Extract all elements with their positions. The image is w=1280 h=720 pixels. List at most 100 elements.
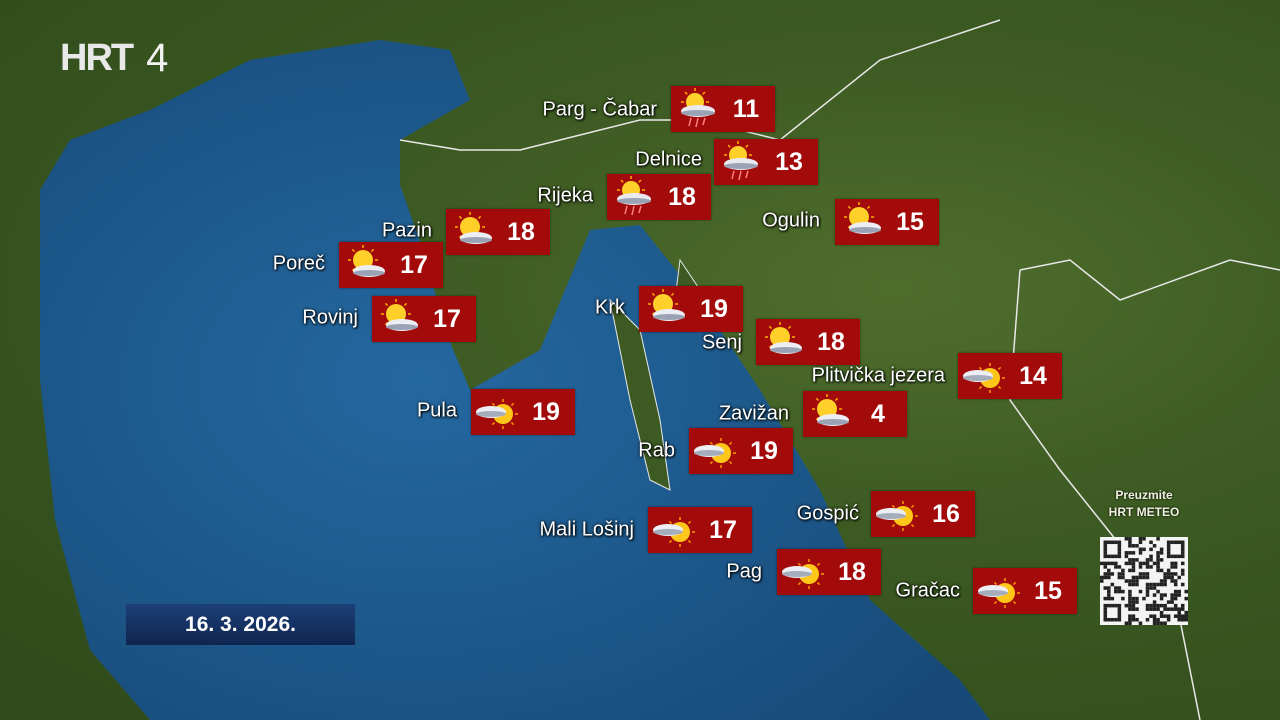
qr-module (1110, 617, 1115, 622)
qr-module (1131, 596, 1136, 601)
qr-module (1163, 575, 1167, 580)
qr-module (1114, 617, 1118, 622)
temperature: 4 (871, 399, 885, 428)
cloud-sun-icon (653, 517, 695, 547)
qr-module (1135, 575, 1139, 580)
forecast-box: 18 (777, 549, 881, 595)
qr-module (1159, 579, 1164, 583)
station-name: Pazin (381, 219, 432, 242)
qr-module (1159, 551, 1164, 555)
qr-module (1177, 593, 1181, 597)
qr-module (1107, 561, 1111, 566)
qr-module (1149, 582, 1153, 587)
forecast-box: 19 (689, 428, 793, 474)
forecast-box: 4 (803, 391, 907, 437)
qr-promo-line1: Preuzmite (1115, 488, 1173, 502)
qr-module (1145, 586, 1150, 590)
qr-module (1121, 589, 1125, 594)
temperature: 18 (507, 217, 535, 246)
sun-behind-cloud-icon (812, 394, 849, 426)
temperature: 19 (700, 294, 728, 323)
cloud-sun-icon (782, 559, 824, 589)
qr-module (1180, 607, 1185, 611)
forecast-box: 11 (671, 86, 775, 132)
forecast-box: 15 (973, 568, 1077, 614)
qr-module (1107, 603, 1111, 608)
temperature: 16 (932, 499, 960, 528)
qr-module (1131, 551, 1136, 555)
qr-module (1107, 586, 1111, 590)
qr-module (1166, 551, 1171, 555)
qr-module (1159, 614, 1164, 618)
channel-logo: HRT 4 (60, 36, 168, 81)
qr-module (1135, 607, 1139, 611)
qr-module (1156, 551, 1160, 555)
qr-module (1128, 617, 1132, 622)
qr-module (1128, 551, 1132, 555)
qr-module (1138, 621, 1143, 625)
qr-module (1170, 561, 1174, 566)
station-name: Mali Lošinj (539, 518, 634, 541)
qr-module (1117, 551, 1122, 555)
qr-module (1156, 582, 1160, 587)
qr-module (1128, 607, 1132, 611)
qr-module (1180, 554, 1185, 559)
qr-module (1114, 554, 1118, 559)
qr-module (1159, 547, 1164, 552)
qr-module (1100, 579, 1104, 583)
qr-module (1138, 565, 1143, 569)
qr-module (1107, 596, 1111, 601)
qr-module (1170, 607, 1174, 611)
qr-module (1166, 572, 1171, 576)
qr-module (1177, 554, 1181, 559)
station-name: Rovinj (302, 306, 358, 329)
qr-module (1117, 547, 1122, 552)
qr-module (1103, 596, 1108, 601)
qr-module (1180, 544, 1185, 548)
forecast-box: 13 (714, 139, 818, 185)
qr-module (1177, 614, 1181, 618)
border-line (399, 19, 1001, 151)
qr-module (1163, 607, 1167, 611)
temperature: 17 (709, 515, 737, 544)
qr-module (1117, 572, 1122, 576)
qr-module (1159, 568, 1164, 573)
forecast-box: 14 (958, 353, 1062, 399)
qr-module (1135, 558, 1139, 562)
qr-module (1135, 617, 1139, 622)
qr-module (1163, 579, 1167, 583)
qr-module (1142, 561, 1146, 566)
qr-module (1152, 614, 1157, 618)
qr-module (1152, 600, 1157, 604)
qr-module (1110, 572, 1115, 576)
forecast-box: 19 (639, 286, 743, 332)
qr-module (1138, 572, 1143, 576)
cloud-sun-icon (694, 438, 736, 468)
qr-module (1173, 565, 1178, 569)
qr-module (1117, 617, 1122, 622)
qr-module (1156, 537, 1160, 541)
qr-module (1145, 572, 1150, 576)
qr-module (1117, 614, 1122, 618)
qr-module (1135, 582, 1139, 587)
qr-module (1131, 600, 1136, 604)
qr-module (1135, 600, 1139, 604)
sun-behind-cloud-icon (381, 299, 418, 331)
qr-module (1124, 579, 1129, 583)
qr-module (1131, 561, 1136, 566)
qr-module (1145, 582, 1150, 587)
qr-module (1156, 565, 1160, 569)
qr-module (1156, 603, 1160, 608)
sun-cloud-rain-icon (617, 176, 651, 216)
cloud-sun-icon (978, 578, 1020, 608)
qr-module (1180, 540, 1185, 545)
qr-module (1166, 540, 1171, 545)
qr-module (1152, 544, 1157, 548)
qr-module (1131, 617, 1136, 622)
qr-module (1173, 607, 1178, 611)
qr-code[interactable] (1100, 537, 1188, 625)
cloud-sun-icon (876, 501, 918, 531)
qr-module (1131, 607, 1136, 611)
qr-module (1107, 568, 1111, 573)
qr-module (1156, 607, 1160, 611)
